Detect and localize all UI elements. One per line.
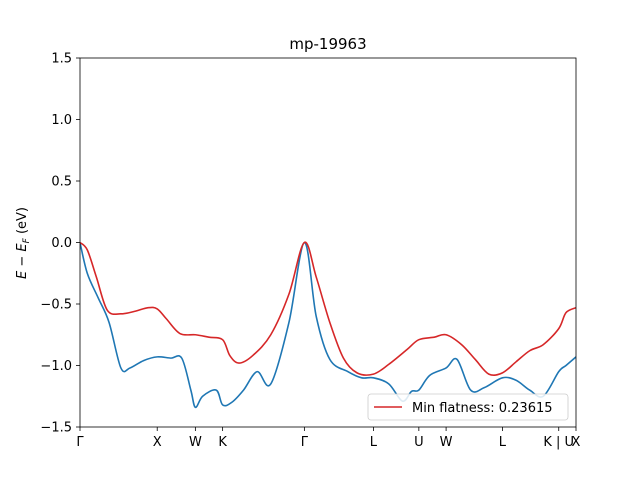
x-tick-label: L — [370, 435, 378, 450]
legend: Min flatness: 0.23615 — [367, 393, 569, 421]
y-tick-label: −1.0 — [40, 359, 72, 374]
x-tick-label: W — [440, 435, 453, 450]
x-tick-label: W — [189, 435, 202, 450]
x-tick-label: X — [153, 435, 162, 450]
y-tick-label: −0.5 — [40, 298, 72, 313]
series-line-min-flatness — [80, 241, 576, 377]
y-tick-label: 1.5 — [51, 52, 72, 67]
x-tick-label: Γ — [76, 435, 84, 450]
x-tick-label: K — [218, 435, 227, 450]
y-tick-label: −1.5 — [40, 421, 72, 436]
series-line-blue — [80, 241, 576, 409]
chart-title: mp-19963 — [289, 35, 366, 53]
x-tick-label: X — [572, 435, 581, 450]
legend-label-min-flatness: Min flatness: 0.23615 — [412, 401, 553, 416]
x-tick-label: U — [414, 435, 424, 450]
y-tick-label: 0.0 — [51, 236, 72, 251]
x-tick-label: L — [499, 435, 507, 450]
y-axis-label: E − EF (eV) — [15, 207, 32, 279]
x-tick-label: Γ — [301, 435, 309, 450]
plot-area: 1.51.00.50.0−0.5−1.0−1.5Γ X W K Γ L U W L K | UXM… — [40, 52, 580, 451]
y-tick-label: 0.5 — [51, 175, 72, 190]
x-tick-label: K | U — [543, 435, 574, 450]
y-tick-label: 1.0 — [51, 113, 72, 128]
legend-box — [367, 393, 569, 421]
